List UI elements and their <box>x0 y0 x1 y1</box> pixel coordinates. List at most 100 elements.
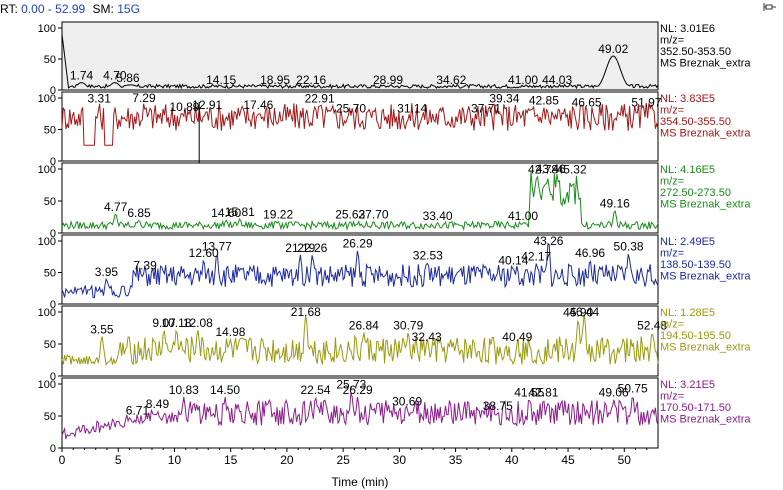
peak-label: 15.81 <box>225 205 255 219</box>
panel-mz-range: 170.50-171.50 <box>660 402 731 414</box>
peak-label: 50.38 <box>614 240 644 254</box>
panel-mz-label: m/z= <box>660 35 684 47</box>
y-tick-label: 100 <box>38 164 56 176</box>
panel-frame <box>61 21 659 91</box>
panel-mz-label: m/z= <box>660 105 684 117</box>
peak-label: 13.77 <box>202 240 232 254</box>
rt-label: RT: <box>0 2 18 16</box>
panel-scan-label: MS Breznak_extra <box>660 199 751 211</box>
peak-label: 46.96 <box>575 246 605 260</box>
peak-label: 12.08 <box>183 316 213 330</box>
peak-label: 42.85 <box>529 93 559 107</box>
y-tick-label: 0 <box>50 156 56 168</box>
peak-label: 4.70 <box>103 69 127 83</box>
peak-label: 26.29 <box>343 236 373 250</box>
panel-nl: NL: 3.21E5 <box>660 379 715 391</box>
y-tick-label: 50 <box>44 411 56 423</box>
peak-label: 31.14 <box>397 102 427 116</box>
panel-frame <box>61 305 659 377</box>
peak-label: 10.18 <box>161 316 191 330</box>
peak-label: 50.75 <box>618 382 648 396</box>
y-tick-label: 100 <box>38 307 56 319</box>
peak-label: 19.22 <box>263 207 293 221</box>
peak-label: 34.62 <box>436 73 466 87</box>
peak-label: 26.29 <box>343 383 373 397</box>
peak-label: 22.91 <box>305 92 335 106</box>
panel-mz-range: 272.50-273.50 <box>660 187 731 199</box>
x-tick-label: 15 <box>224 453 238 467</box>
y-tick-label: 0 <box>50 443 56 455</box>
panel-frame <box>61 234 659 305</box>
panel-scan-label: MS Breznak_extra <box>660 271 751 283</box>
peak-label: 3.31 <box>88 92 112 106</box>
peak-label: 3.55 <box>90 322 114 336</box>
trace-line <box>61 242 659 299</box>
rt-value: 0.00 - 52.99 <box>21 2 86 16</box>
x-tick-label: 25 <box>336 453 350 467</box>
panel-nl: NL: 4.16E5 <box>660 164 715 176</box>
panel-mz-label: m/z= <box>660 391 684 403</box>
x-tick-label: 20 <box>280 453 294 467</box>
peak-label: 25.63 <box>335 207 365 221</box>
peak-label: 49.06 <box>599 385 629 399</box>
peak-label: 33.40 <box>423 209 453 223</box>
chart-header: RT: 0.00 - 52.99 SM: 15G <box>0 0 783 18</box>
y-tick-label: 100 <box>38 236 56 248</box>
peak-label: 43.26 <box>533 234 563 248</box>
y-tick-label: 0 <box>50 371 56 383</box>
peak-label: 26.84 <box>349 318 379 332</box>
peak-label: 30.79 <box>393 318 423 332</box>
peak-label: 32.53 <box>413 248 443 262</box>
panel-mz-label: m/z= <box>660 176 684 188</box>
panel-mz-label: m/z= <box>660 248 684 260</box>
peak-label: 39.34 <box>489 92 519 106</box>
peak-label: 38.75 <box>483 399 513 413</box>
peak-label: 9.07 <box>152 316 176 330</box>
y-tick-label: 50 <box>44 54 56 66</box>
panel-scan-label: MS Breznak_extra <box>660 342 751 354</box>
peak-label: 7.39 <box>133 259 157 273</box>
y-tick-label: 0 <box>50 228 56 240</box>
y-tick-label: 100 <box>38 93 56 105</box>
peak-label: 46.44 <box>569 305 599 319</box>
peak-label: 28.99 <box>373 73 403 87</box>
trace-line <box>61 34 659 90</box>
panel-mz-range: 354.50-355.50 <box>660 116 731 128</box>
peak-label: 40.14 <box>498 253 528 267</box>
panel-nl: NL: 2.49E5 <box>660 236 715 248</box>
peak-label: 42.17 <box>521 250 551 264</box>
peak-label: 32.43 <box>412 330 442 344</box>
peak-label: 18.95 <box>260 73 290 87</box>
x-tick-label: 35 <box>449 453 463 467</box>
pin-icon[interactable] <box>763 2 777 16</box>
peak-label: 6.85 <box>127 206 151 220</box>
peak-label: 21.68 <box>291 305 321 319</box>
peak-label: 25.70 <box>336 102 366 116</box>
peak-label: 4.77 <box>104 200 128 214</box>
peak-label: 12.60 <box>189 246 219 260</box>
y-tick-label: 100 <box>38 23 56 35</box>
peak-label: 10.89 <box>169 100 199 114</box>
trace-line <box>61 314 659 366</box>
peak-label: 21.19 <box>285 241 315 255</box>
pin-icon-glyph <box>763 3 776 11</box>
peak-label: 45.90 <box>563 306 593 320</box>
peak-label: 3.95 <box>95 265 119 279</box>
y-tick-label: 0 <box>50 299 56 311</box>
peak-label: 22.54 <box>300 383 330 397</box>
x-tick-label: 50 <box>618 453 632 467</box>
peak-label: 14.60 <box>211 206 241 220</box>
panel-scan-label: MS Breznak_extra <box>660 414 751 426</box>
x-tick-label: 0 <box>59 453 66 467</box>
peak-label: 41.00 <box>508 209 538 223</box>
x-tick-label: 10 <box>168 453 182 467</box>
peak-label: 43.46 <box>536 162 566 176</box>
y-tick-label: 50 <box>44 125 56 137</box>
peak-label: 14.50 <box>210 383 240 397</box>
y-tick-label: 100 <box>38 379 56 391</box>
peak-label: 46.65 <box>572 95 602 109</box>
peak-label: 1.74 <box>70 69 94 83</box>
peak-label: 14.15 <box>206 73 236 87</box>
peak-label: 49.16 <box>600 197 630 211</box>
